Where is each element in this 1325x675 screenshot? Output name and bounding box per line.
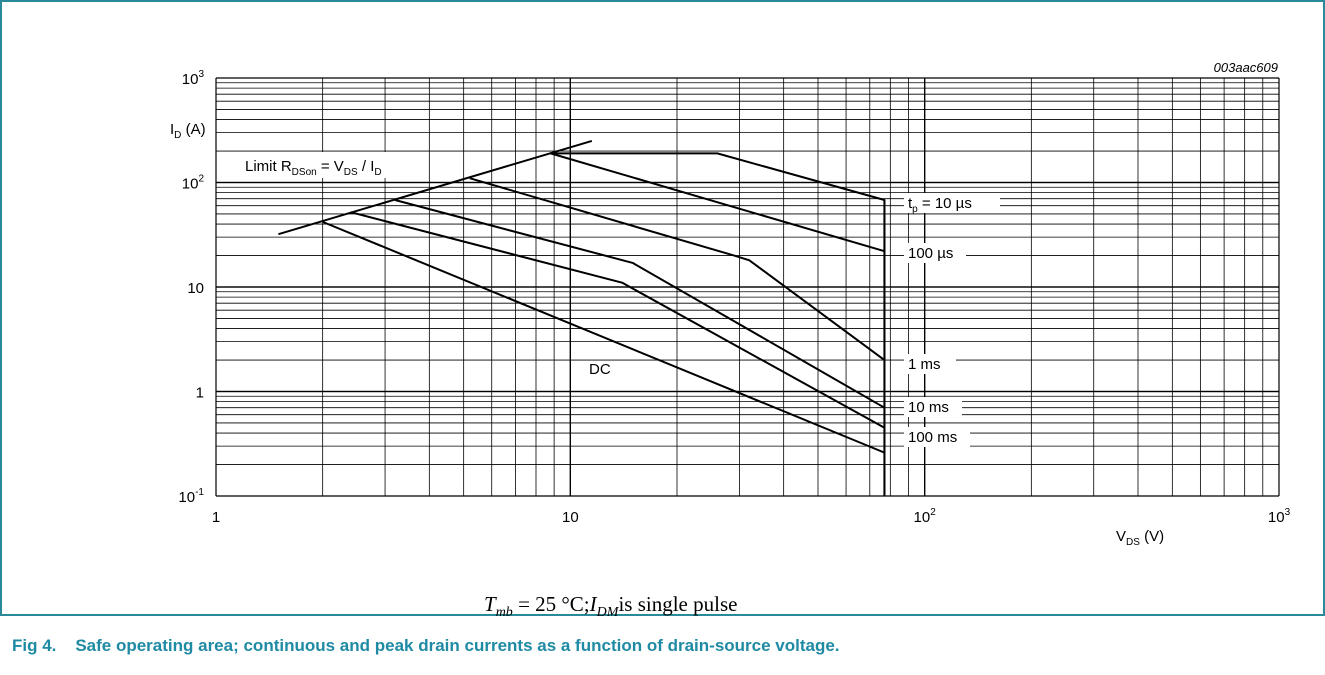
y-tick-label: 103 (182, 69, 205, 88)
series-label-bg (904, 397, 962, 417)
caption-number: Fig 4. (12, 636, 57, 655)
x-tick-label: 102 (914, 507, 937, 526)
series-line-100us (550, 152, 885, 253)
caption-text: Safe operating area; continuous and peak… (75, 636, 840, 655)
series-line-1ms (469, 177, 886, 361)
svg-text:Limit RDSon = VDS / ID: Limit RDSon = VDS / ID (245, 158, 382, 178)
chart-grid (215, 77, 1280, 497)
series-line-DC (322, 220, 885, 454)
series-line-tp10 (550, 152, 886, 496)
figure-id-code: 003aac609 (1214, 60, 1278, 75)
y-axis-label: ID (A) (170, 121, 206, 141)
y-tick-label: 10-1 (178, 487, 204, 506)
series-line-10ms (394, 199, 885, 409)
caption-spacer (56, 636, 75, 655)
series-label-tp10: tp = 10 µs (908, 195, 972, 215)
y-tick-label: 10 (187, 280, 204, 297)
y-tick-label: 102 (182, 174, 205, 193)
frame-top-border (0, 0, 1325, 2)
series-label-bg (904, 354, 956, 374)
series-label-10ms: 10 ms (908, 399, 949, 416)
footnote: Tmb = 25 °C;IDMis single pulse (484, 592, 737, 620)
x-axis-label: VDS (V) (1116, 528, 1164, 548)
chart-plot (278, 139, 886, 496)
x-tick-label: 10 (562, 509, 579, 526)
y-tick-labels: 10-1 1 10 102 103 (178, 69, 204, 506)
frame-left-border (0, 0, 2, 616)
x-tick-label: 103 (1268, 507, 1291, 526)
series-label-100us: 100 µs (908, 245, 953, 262)
figure-frame (0, 0, 1325, 616)
series-label-bg (904, 193, 1000, 213)
series-label-DC: DC (589, 361, 611, 378)
y-tick-label: 1 (196, 385, 204, 402)
x-tick-label: 1 (212, 509, 220, 526)
rdson-limit-line (278, 139, 593, 236)
figure-caption: Fig 4. Safe operating area; continuous a… (12, 636, 840, 656)
series-label-bg (904, 427, 970, 447)
series-line-100ms (350, 211, 885, 429)
series-label-bg (904, 243, 966, 263)
x-tick-labels: 1 10 102 103 (212, 507, 1291, 526)
series-label-100ms: 100 ms (908, 429, 957, 446)
limit-label: Limit RDSon = VDS / ID (238, 152, 418, 178)
series-labels: tp = 10 µs 100 µs 1 ms 10 ms 100 ms DC (589, 193, 1000, 447)
series-label-1ms: 1 ms (908, 356, 941, 373)
